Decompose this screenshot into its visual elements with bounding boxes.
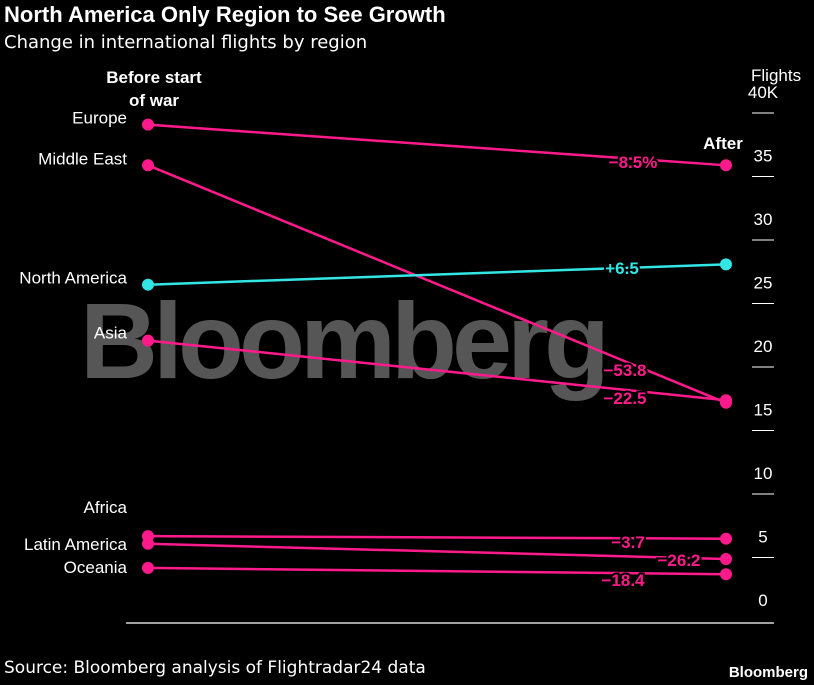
axis-title: Flights xyxy=(751,66,801,85)
before-label-line2: of war xyxy=(129,91,179,110)
after-point xyxy=(720,568,732,581)
y-tick-label: 0 xyxy=(758,591,767,610)
series-line xyxy=(147,534,727,540)
change-label: −8.5% xyxy=(609,153,658,172)
watermark-logo: Bloomberg xyxy=(80,280,605,401)
y-tick-label: 20 xyxy=(754,337,773,356)
change-label: −26.2 xyxy=(657,551,700,570)
region-label: Middle East xyxy=(38,149,127,168)
before-point xyxy=(142,159,154,172)
series-line xyxy=(147,566,727,576)
y-tick-label: 25 xyxy=(754,274,773,293)
before-label-line1: Before start xyxy=(106,68,202,87)
change-label: +6.5 xyxy=(605,259,639,278)
series-line xyxy=(147,263,727,286)
region-label: Oceania xyxy=(64,558,128,577)
chart-subtitle: Change in international flights by regio… xyxy=(4,32,368,53)
before-point xyxy=(142,537,154,550)
series-line xyxy=(147,339,727,402)
y-tick-label: 5 xyxy=(758,528,767,547)
y-tick-label: 10 xyxy=(754,464,773,483)
region-label: Asia xyxy=(94,324,128,343)
after-label: After xyxy=(703,134,743,153)
bloomberg-logo: Bloomberg xyxy=(728,664,808,681)
region-label: Africa xyxy=(84,498,128,517)
region-label: Latin America xyxy=(24,535,128,554)
before-point xyxy=(142,278,154,291)
region-label: North America xyxy=(19,269,127,288)
series-line xyxy=(147,123,727,167)
after-point xyxy=(720,553,732,566)
region-label: Europe xyxy=(72,109,127,128)
change-label: −3.7 xyxy=(611,533,645,552)
change-label: −53.8 xyxy=(603,361,646,380)
change-label: −22.5 xyxy=(603,389,646,408)
before-point xyxy=(142,118,154,131)
change-label: −18.4 xyxy=(601,571,645,590)
before-point xyxy=(142,561,154,574)
before-point xyxy=(142,334,154,347)
series-line xyxy=(147,164,727,404)
y-tick-label: 30 xyxy=(754,210,773,229)
chart-title: North America Only Region to See Growth xyxy=(4,2,446,27)
after-point xyxy=(720,258,732,271)
y-tick-label: 15 xyxy=(754,401,773,420)
after-point xyxy=(720,159,732,172)
source-note: Source: Bloomberg analysis of Flightrada… xyxy=(4,658,426,678)
after-point xyxy=(720,394,732,407)
series-line xyxy=(147,542,727,561)
after-point xyxy=(720,532,732,545)
y-tick-label: 35 xyxy=(754,147,773,166)
y-tick-label: 40K xyxy=(748,83,779,102)
